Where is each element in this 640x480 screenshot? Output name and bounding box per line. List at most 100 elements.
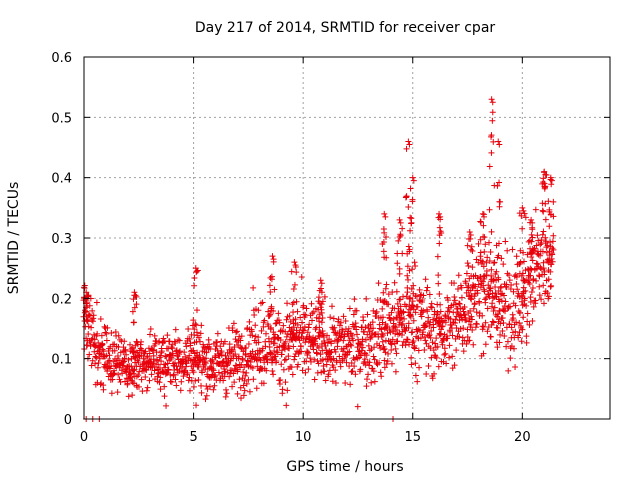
- data-point: [371, 356, 378, 363]
- data-point: [395, 237, 402, 244]
- data-point: [320, 362, 327, 369]
- data-point: [283, 333, 290, 340]
- data-point: [98, 332, 105, 339]
- data-point: [394, 338, 401, 345]
- data-point: [331, 324, 338, 331]
- data-point: [138, 376, 145, 383]
- data-point: [434, 311, 441, 318]
- data-point: [442, 319, 449, 326]
- data-point: [282, 338, 289, 345]
- data-point: [267, 326, 274, 333]
- data-point: [436, 332, 443, 339]
- data-point: [237, 337, 244, 344]
- data-point: [527, 272, 534, 279]
- data-point: [380, 346, 387, 353]
- data-point: [185, 325, 192, 332]
- data-point: [372, 310, 379, 317]
- data-point: [368, 379, 375, 386]
- data-point: [142, 374, 149, 381]
- data-point: [439, 323, 446, 330]
- data-point: [248, 328, 255, 335]
- data-point: [282, 356, 289, 363]
- data-point: [295, 361, 302, 368]
- data-point: [410, 177, 417, 184]
- data-point: [310, 308, 317, 315]
- data-point: [403, 145, 410, 152]
- data-point: [159, 368, 166, 375]
- data-point: [110, 371, 117, 378]
- data-point: [380, 332, 387, 339]
- data-point: [307, 355, 314, 362]
- data-point: [140, 355, 147, 362]
- data-point: [430, 324, 437, 331]
- data-point: [150, 360, 157, 367]
- data-point: [249, 332, 256, 339]
- data-point: [529, 249, 536, 256]
- data-point: [380, 289, 387, 296]
- data-point: [516, 294, 523, 301]
- data-point: [535, 272, 542, 279]
- data-point: [125, 356, 132, 363]
- data-point: [431, 370, 438, 377]
- data-point: [521, 278, 528, 285]
- data-point: [100, 386, 107, 393]
- data-point: [92, 353, 99, 360]
- data-point: [476, 299, 483, 306]
- data-point: [550, 198, 557, 205]
- data-point: [197, 330, 204, 337]
- data-point: [538, 236, 545, 243]
- data-point: [379, 338, 386, 345]
- data-point: [487, 285, 494, 292]
- data-point: [298, 348, 305, 355]
- data-point: [442, 350, 449, 357]
- data-point: [173, 382, 180, 389]
- data-point: [365, 371, 372, 378]
- data-point: [520, 249, 527, 256]
- data-point: [483, 268, 490, 275]
- data-point: [381, 345, 388, 352]
- data-point: [444, 297, 451, 304]
- data-points: [80, 96, 557, 410]
- data-point: [269, 253, 276, 260]
- data-point: [199, 369, 206, 376]
- data-point: [490, 277, 497, 284]
- data-point: [502, 238, 509, 245]
- data-point: [521, 295, 528, 302]
- data-point: [547, 243, 554, 250]
- data-point: [378, 373, 385, 380]
- data-point: [458, 294, 465, 301]
- data-point: [427, 345, 434, 352]
- data-point: [238, 333, 245, 340]
- data-point: [399, 225, 406, 232]
- data-point: [282, 379, 289, 386]
- data-point: [547, 283, 554, 290]
- data-point: [352, 371, 359, 378]
- data-point: [405, 138, 412, 145]
- data-point: [497, 291, 504, 298]
- data-point: [539, 231, 546, 238]
- data-point: [108, 330, 115, 337]
- data-point: [307, 358, 314, 365]
- data-point: [405, 276, 412, 283]
- data-point: [459, 316, 466, 323]
- data-point: [291, 356, 298, 363]
- data-point: [488, 276, 495, 283]
- data-point: [133, 338, 140, 345]
- data-point: [483, 259, 490, 266]
- data-point: [477, 218, 484, 225]
- x-tick-label: 10: [295, 430, 312, 445]
- data-point: [363, 295, 370, 302]
- data-point: [467, 235, 474, 242]
- data-point: [240, 392, 247, 399]
- data-point: [262, 343, 269, 350]
- data-point: [513, 253, 520, 260]
- data-point: [293, 298, 300, 305]
- data-point: [226, 373, 233, 380]
- data-point: [496, 339, 503, 346]
- data-point: [305, 366, 312, 373]
- data-point: [326, 353, 333, 360]
- data-point: [99, 341, 106, 348]
- data-point: [172, 326, 179, 333]
- data-point: [404, 284, 411, 291]
- data-point: [381, 254, 388, 261]
